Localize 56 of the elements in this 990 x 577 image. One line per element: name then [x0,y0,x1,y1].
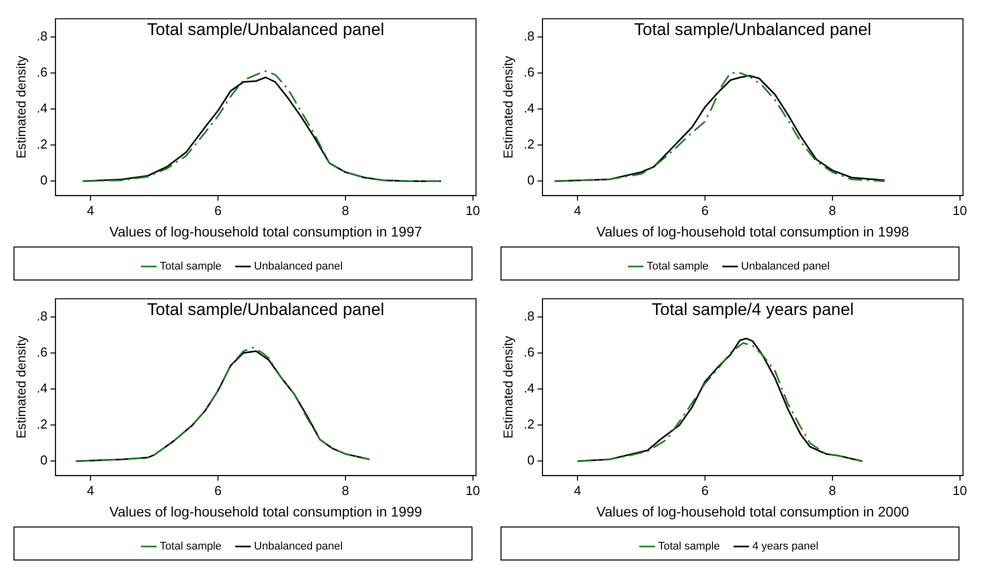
x-tick-label: 6 [214,482,222,498]
y-tick-label: .6 [524,64,534,80]
legend-label: Unbalanced panel [254,260,343,273]
x-axis-title: Values of log-household total consumption in 2000 [596,503,910,520]
x-tick-label: 10 [952,202,968,218]
y-tick-label: .4 [524,380,534,396]
legend-label: Total sample [160,260,222,273]
y-tick-label: .4 [524,100,534,116]
y-tick-label: 0 [40,172,48,188]
x-axis-title: Values of log-household total consumption in 1998 [596,223,910,240]
legend-label: Total sample [646,260,709,273]
x-tick-label: 8 [342,202,349,218]
y-tick-label: .6 [36,64,48,80]
chart-title: Total sample/4 years panel [652,300,854,319]
x-tick-label: 8 [828,202,836,218]
y-tick-label: .6 [524,344,534,360]
y-tick-label: .8 [524,308,534,324]
legend-label: Total sample [160,540,222,553]
chart-title: Total sample/Unbalanced panel [147,20,384,39]
y-tick-label: .8 [524,28,534,44]
x-tick-label: 4 [574,482,582,498]
y-axis-title: Estimated density [500,335,516,439]
y-tick-label: .2 [36,416,48,432]
legend-label: Total sample [658,540,720,553]
y-axis-title: Estimated density [13,55,28,159]
y-axis-title: Estimated density [13,335,28,439]
x-tick-label: 6 [701,202,709,218]
x-tick-label: 6 [701,482,709,498]
y-tick-label: .4 [36,100,48,116]
x-tick-label: 8 [342,482,349,498]
x-tick-label: 4 [86,202,94,218]
y-tick-label: .2 [524,136,534,152]
x-tick-label: 10 [466,202,480,218]
x-tick-label: 4 [574,202,582,218]
x-tick-label: 4 [86,482,94,498]
y-tick-label: .2 [524,416,534,432]
y-tick-label: .4 [36,380,48,396]
chart-title: Total sample/Unbalanced panel [634,20,872,39]
x-axis-title: Values of log-household total consumption in 1999 [109,503,422,520]
y-tick-label: 0 [40,452,48,468]
y-tick-label: .8 [36,308,48,324]
legend-label: Unbalanced panel [254,540,343,553]
y-tick-label: 0 [527,452,534,468]
x-tick-label: 8 [828,482,836,498]
y-tick-label: .8 [36,28,48,44]
x-tick-label: 10 [952,482,968,498]
chart-title: Total sample/Unbalanced panel [147,300,384,319]
y-tick-label: 0 [527,172,534,188]
y-tick-label: .2 [36,136,48,152]
legend-label: 4 years panel [752,540,818,553]
y-tick-label: .6 [36,344,48,360]
y-axis-title: Estimated density [500,55,516,159]
x-tick-label: 10 [466,482,480,498]
x-tick-label: 6 [214,202,222,218]
x-axis-title: Values of log-household total consumption in 1997 [109,223,422,240]
legend-label: Unbalanced panel [741,260,830,273]
